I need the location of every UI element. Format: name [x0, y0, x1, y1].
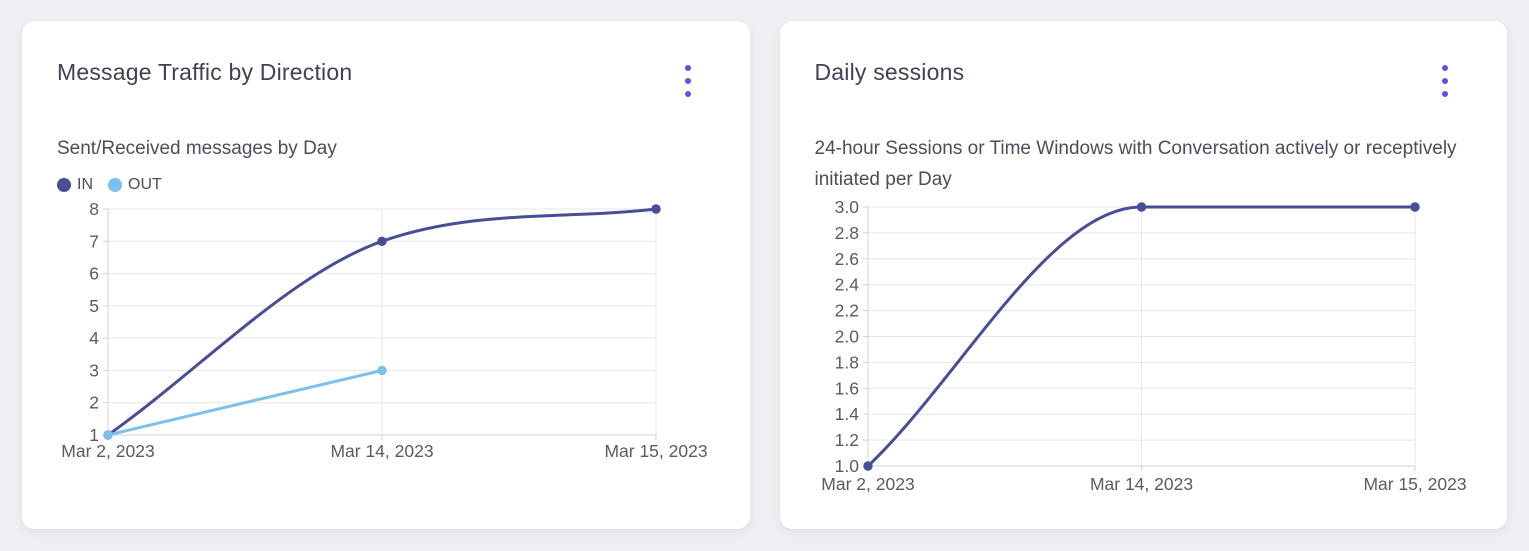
- y-axis-label: 2.6: [834, 249, 858, 269]
- legend-dot-icon: [108, 178, 122, 192]
- daily-sessions-chart: 1.0 1.2 1.4 1.6 1.8 2.0 2.2 2.4 2.6 2.8 3.0 Mar 2, …: [821, 197, 1466, 494]
- x-axis-label: Mar 14, 2023: [1089, 474, 1192, 494]
- y-axis-label: 7: [89, 231, 99, 251]
- y-axis-label: 8: [89, 199, 99, 219]
- y-axis-label: 5: [89, 296, 99, 316]
- kebab-menu-icon[interactable]: [1434, 59, 1456, 103]
- y-axis-label: 1: [89, 425, 99, 445]
- kebab-menu-icon[interactable]: [677, 59, 699, 103]
- y-axis-label: 1.6: [834, 378, 858, 398]
- data-point-sessions[interactable]: [862, 461, 873, 471]
- card-subtitle-daily-sessions: 24-hour Sessions or Time Windows with Co…: [814, 138, 1457, 190]
- data-point-out[interactable]: [103, 430, 113, 440]
- x-axis-label: Mar 2, 2023: [61, 441, 154, 461]
- y-axis-label: 2.8: [834, 223, 858, 243]
- chart-wrap: 1.0 1.2 1.4 1.6 1.8 2.0 2.2 2.4 2.6 2.8 3.0 Mar 2, …: [815, 197, 1475, 507]
- y-axis-label: 3.0: [834, 197, 859, 217]
- series-line-sessions: [866, 205, 1416, 468]
- data-point-sessions[interactable]: [1136, 202, 1146, 212]
- card-header: Message Traffic by Direction: [57, 57, 717, 103]
- y-axis-label: 2.2: [834, 301, 858, 321]
- y-axis-label: 6: [89, 264, 99, 284]
- legend-label: OUT: [128, 176, 162, 193]
- data-point-out[interactable]: [377, 365, 387, 376]
- y-axis-label: 1.0: [834, 456, 859, 476]
- x-axis-label: Mar 15, 2023: [1363, 474, 1466, 494]
- y-axis-label: 3: [89, 360, 99, 380]
- series-line-out: [106, 368, 384, 437]
- legend-label: IN: [77, 176, 93, 193]
- legend-dot-icon: [57, 178, 71, 192]
- card-title-daily-sessions: Daily sessions: [814, 59, 965, 85]
- x-axis-label: Mar 2, 2023: [821, 474, 914, 494]
- data-point-in[interactable]: [651, 204, 661, 214]
- y-axis-label: 1.2: [834, 430, 858, 450]
- x-axis-label: Mar 15, 2023: [604, 441, 707, 461]
- data-point-sessions[interactable]: [1409, 202, 1420, 212]
- card-subtitle-message-traffic: Sent/Received messages by Day: [57, 138, 337, 159]
- card-daily-sessions: Daily sessions 24-hour Sessions or Time …: [779, 21, 1507, 529]
- legend-item-in[interactable]: IN: [57, 176, 93, 194]
- message-traffic-chart: 1 2 3 4 5 6 7 8 Mar 2, 2023 Mar 14, 2023 Mar 15, 2…: [61, 199, 707, 461]
- y-axis-label: 2: [89, 393, 99, 413]
- data-point-in[interactable]: [377, 236, 387, 246]
- y-axis-label: 1.8: [834, 352, 858, 372]
- legend-item-out[interactable]: OUT: [108, 176, 162, 194]
- card-title-message-traffic: Message Traffic by Direction: [57, 59, 353, 85]
- y-axis-label: 4: [89, 328, 99, 348]
- card-message-traffic: Message Traffic by Direction Sent/Receiv…: [22, 21, 750, 529]
- x-axis-label: Mar 14, 2023: [330, 441, 433, 461]
- card-header: Daily sessions: [815, 57, 1475, 103]
- y-axis-label: 2.0: [834, 327, 859, 347]
- y-axis-label: 1.4: [834, 404, 859, 424]
- y-axis-label: 2.4: [834, 275, 859, 295]
- chart-legend: IN OUT: [57, 174, 717, 196]
